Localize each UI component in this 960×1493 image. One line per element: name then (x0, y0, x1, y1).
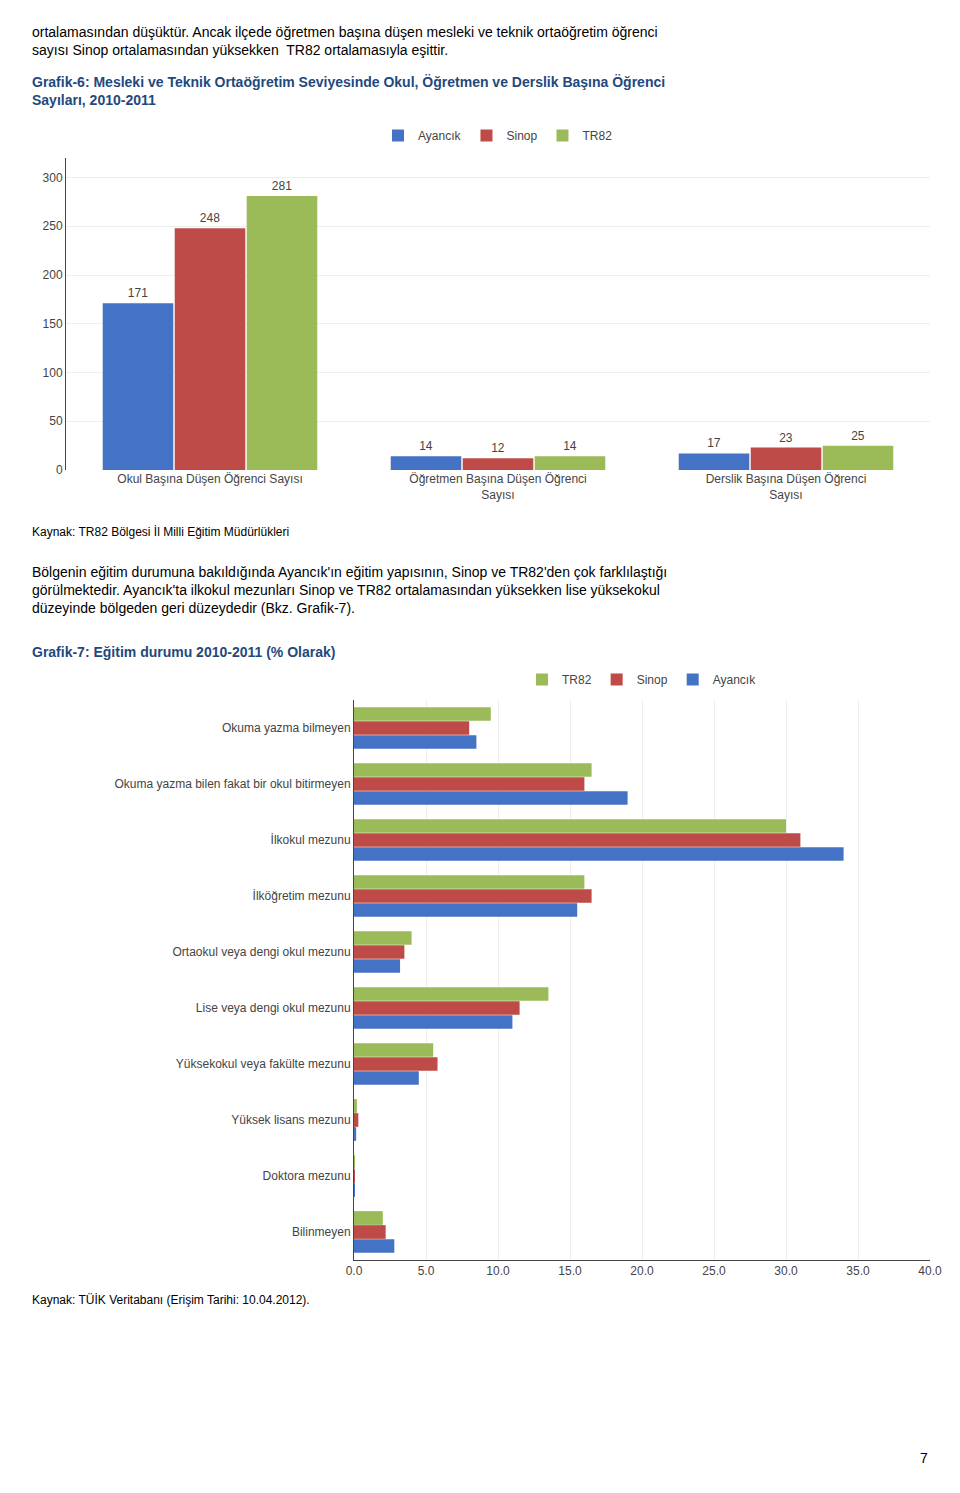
svg-text:10.0: 10.0 (486, 1264, 510, 1278)
svg-text:Kaynak: TR82 Bölgesi İl Milli: Kaynak: TR82 Bölgesi İl Milli Eğitim Müd… (32, 525, 289, 539)
svg-text:Derslik Başına Düşen ÖğrenciSa: Derslik Başına Düşen ÖğrenciSayısı (706, 472, 867, 502)
svg-text:Grafik-6: Mesleki ve Teknik Or: Grafik-6: Mesleki ve Teknik Ortaöğretim … (32, 74, 665, 108)
svg-text:25.0: 25.0 (702, 1264, 726, 1278)
svg-text:Sinop: Sinop (637, 673, 668, 687)
svg-text:30.0: 30.0 (774, 1264, 798, 1278)
svg-text:23: 23 (779, 431, 793, 445)
svg-text:Ayancık: Ayancık (418, 129, 461, 143)
svg-text:150: 150 (43, 317, 63, 331)
svg-text:20.0: 20.0 (630, 1264, 654, 1278)
svg-text:Öğretmen Başına Düşen ÖğrenciS: Öğretmen Başına Düşen ÖğrenciSayısı (409, 472, 586, 502)
svg-text:248: 248 (200, 211, 220, 225)
svg-text:Ortaokul veya dengi okul mezun: Ortaokul veya dengi okul mezunu (172, 945, 350, 959)
svg-text:Yüksek lisans mezunu: Yüksek lisans mezunu (231, 1113, 350, 1127)
svg-text:14: 14 (563, 439, 577, 453)
svg-text:0: 0 (56, 463, 63, 477)
svg-text:25: 25 (851, 429, 865, 443)
svg-text:İlkokul mezunu: İlkokul mezunu (271, 833, 351, 847)
svg-text:ortalamasından düşüktür. Ancak: ortalamasından düşüktür. Ancak ilçede öğ… (32, 24, 658, 58)
svg-text:14: 14 (419, 439, 433, 453)
svg-text:200: 200 (43, 268, 63, 282)
svg-text:Okul Başına Düşen Öğrenci Sayı: Okul Başına Düşen Öğrenci Sayısı (117, 472, 302, 486)
svg-text:7: 7 (920, 1450, 928, 1466)
svg-text:5.0: 5.0 (418, 1264, 435, 1278)
svg-text:171: 171 (128, 286, 148, 300)
svg-text:12: 12 (491, 441, 505, 455)
svg-text:Bölgenin eğitim durumuna bakıl: Bölgenin eğitim durumuna bakıldığında Ay… (32, 564, 667, 616)
svg-text:Yüksekokul veya fakülte mezunu: Yüksekokul veya fakülte mezunu (176, 1057, 351, 1071)
svg-text:TR82: TR82 (582, 129, 612, 143)
svg-text:TR82: TR82 (562, 673, 592, 687)
svg-text:Grafik-7: Eğitim durumu 2010-2: Grafik-7: Eğitim durumu 2010-2011 (% Ola… (32, 644, 335, 660)
svg-text:Okuma yazma bilmeyen: Okuma yazma bilmeyen (222, 721, 351, 735)
svg-text:281: 281 (272, 179, 292, 193)
svg-text:Lise veya dengi okul mezunu: Lise veya dengi okul mezunu (196, 1001, 351, 1015)
svg-text:250: 250 (43, 219, 63, 233)
svg-text:35.0: 35.0 (846, 1264, 870, 1278)
svg-text:Sinop: Sinop (506, 129, 537, 143)
svg-text:15.0: 15.0 (558, 1264, 582, 1278)
svg-text:Bilinmeyen: Bilinmeyen (292, 1225, 351, 1239)
svg-text:İlköğretim mezunu: İlköğretim mezunu (253, 889, 351, 903)
svg-text:40.0: 40.0 (918, 1264, 942, 1278)
svg-text:Okuma yazma bilen fakat bir ok: Okuma yazma bilen fakat bir okul bitirme… (114, 777, 350, 791)
svg-text:Kaynak: TÜİK Veritabanı (Erişi: Kaynak: TÜİK Veritabanı (Erişim Tarihi: … (32, 1293, 310, 1307)
svg-text:Ayancık: Ayancık (713, 673, 756, 687)
svg-text:50: 50 (49, 414, 63, 428)
svg-text:100: 100 (43, 366, 63, 380)
svg-text:Doktora mezunu: Doktora mezunu (263, 1169, 351, 1183)
svg-text:0.0: 0.0 (346, 1264, 363, 1278)
svg-text:17: 17 (707, 436, 721, 450)
svg-text:300: 300 (43, 171, 63, 185)
